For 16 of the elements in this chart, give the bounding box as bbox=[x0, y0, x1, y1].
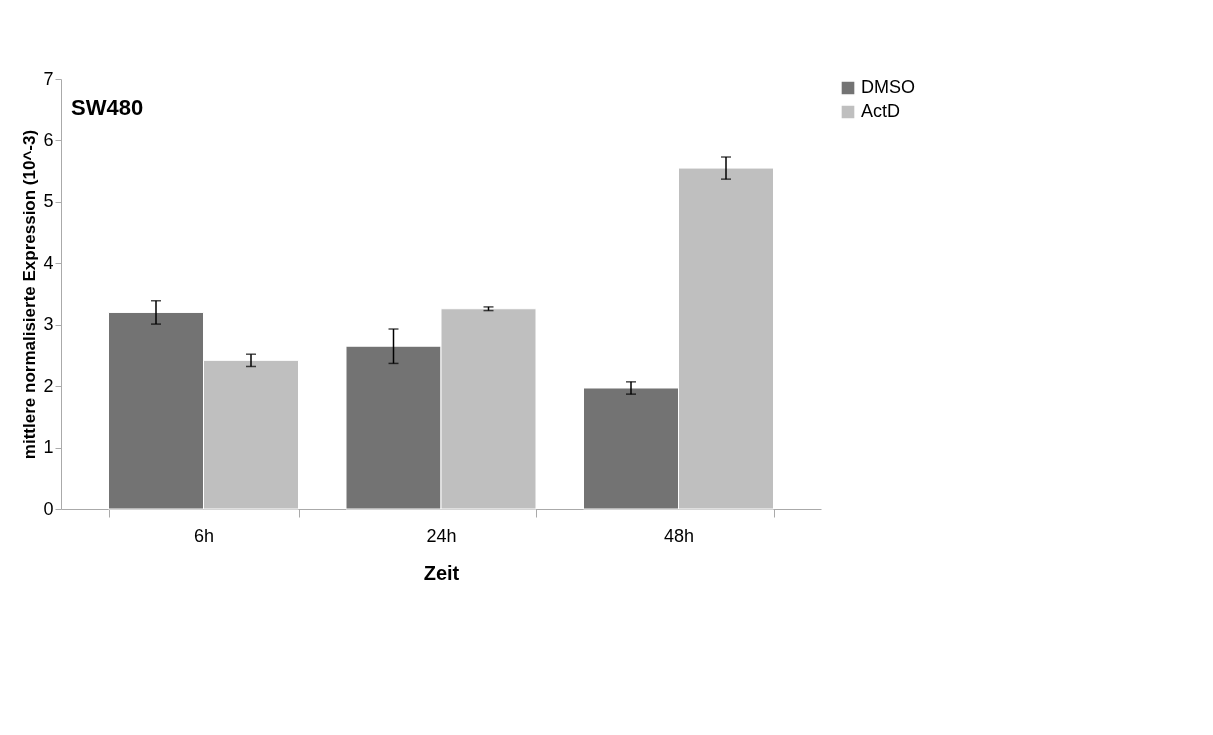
y-tick-label: 5 bbox=[43, 191, 54, 212]
y-axis-title: mittlere normalisierte Expression (10^-3) bbox=[20, 129, 40, 460]
y-tick-label: 7 bbox=[43, 68, 54, 89]
y-tick-label: 6 bbox=[43, 129, 54, 150]
y-tick-label: 1 bbox=[43, 437, 54, 458]
x-tick-label: 24h bbox=[426, 525, 457, 546]
y-tick-label: 0 bbox=[43, 498, 54, 519]
x-tick-label: 6h bbox=[193, 525, 215, 546]
text: SW480 bbox=[70, 95, 144, 120]
legend-label: DMSO bbox=[861, 77, 915, 97]
legend-label: ActD bbox=[861, 101, 901, 121]
x-tick-label: 48h bbox=[663, 525, 695, 546]
y-tick-label: 3 bbox=[43, 314, 54, 335]
y-tick-label: 2 bbox=[43, 375, 54, 396]
x-axis-title: Zeit bbox=[423, 561, 460, 584]
y-tick-label: 4 bbox=[43, 252, 54, 273]
